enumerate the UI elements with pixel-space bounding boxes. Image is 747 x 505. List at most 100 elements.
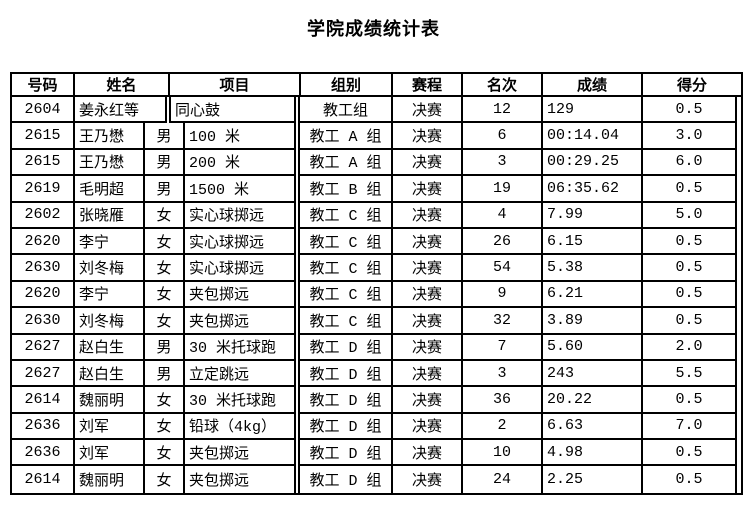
cell-gender: 女: [145, 413, 185, 441]
header-score: 得分: [643, 74, 741, 97]
cell-stage: 决赛: [393, 413, 463, 441]
cell-rank: 3: [463, 149, 543, 177]
cell-name: 刘军: [75, 413, 145, 441]
cell-score: 2.0: [643, 334, 737, 361]
cell-stage: 决赛: [393, 334, 463, 361]
column-gap: [737, 97, 741, 123]
cell-event: 100 米: [185, 123, 296, 150]
cell-group: 教工 D 组: [300, 466, 393, 493]
cell-rank: 3: [463, 360, 543, 388]
cell-group: 教工 C 组: [300, 255, 393, 282]
cell-stage: 决赛: [393, 176, 463, 203]
cell-score: 0.5: [643, 387, 737, 414]
cell-result: 6.21: [543, 281, 643, 309]
table-row: 2627 赵白生 男 立定跳远 教工 D 组 决赛 3 243 5.5: [12, 360, 741, 388]
table-row: 2630 刘冬梅 女 实心球掷远 教工 C 组 决赛 54 5.38 0.5: [12, 255, 741, 282]
cell-score: 0.5: [643, 281, 737, 309]
column-gap: [296, 308, 300, 335]
cell-name: 赵白生: [75, 360, 145, 388]
cell-group: 教工 D 组: [300, 413, 393, 441]
cell-score: 0.5: [643, 440, 737, 467]
cell-gender: 女: [145, 466, 185, 493]
header-name: 姓名: [75, 74, 170, 97]
table-row: 2615 王乃懋 男 200 米 教工 A 组 决赛 3 00:29.25 6.…: [12, 149, 741, 177]
table-row: 2614 魏丽明 女 30 米托球跑 教工 D 组 决赛 36 20.22 0.…: [12, 387, 741, 414]
cell-result: 6.15: [543, 228, 643, 256]
cell-score: 5.0: [643, 202, 737, 229]
cell-gender: 女: [145, 387, 185, 414]
cell-stage: 决赛: [393, 360, 463, 388]
table-row: 2614 魏丽明 女 夹包掷远 教工 D 组 决赛 24 2.25 0.5: [12, 466, 741, 493]
cell-gender: 女: [145, 255, 185, 282]
cell-id: 2614: [12, 387, 75, 414]
cell-name: 李宁: [75, 281, 145, 309]
column-gap: [296, 360, 300, 388]
cell-stage: 决赛: [393, 387, 463, 414]
cell-result: 3.89: [543, 308, 643, 335]
cell-event: 实心球掷远: [185, 202, 296, 229]
cell-stage: 决赛: [393, 123, 463, 150]
cell-stage: 决赛: [393, 281, 463, 309]
cell-rank: 9: [463, 281, 543, 309]
cell-result: 5.38: [543, 255, 643, 282]
cell-result: 00:29.25: [543, 149, 643, 177]
cell-id: 2602: [12, 202, 75, 229]
column-gap: [737, 466, 741, 492]
cell-name: 姜永红等: [75, 97, 167, 124]
cell-group: 教工 C 组: [300, 228, 393, 256]
cell-id: 2604: [12, 97, 75, 124]
cell-name: 毛明超: [75, 176, 145, 203]
cell-event: 实心球掷远: [185, 255, 296, 282]
cell-gender: 男: [145, 334, 185, 361]
cell-event: 夹包掷远: [185, 440, 296, 467]
cell-name: 赵白生: [75, 334, 145, 361]
column-gap: [737, 387, 741, 413]
column-gap: [296, 255, 300, 282]
cell-group: 教工组: [300, 97, 393, 124]
cell-stage: 决赛: [393, 228, 463, 256]
cell-id: 2636: [12, 413, 75, 441]
cell-rank: 4: [463, 202, 543, 229]
cell-score: 7.0: [643, 413, 737, 441]
cell-stage: 决赛: [393, 149, 463, 177]
cell-id: 2619: [12, 176, 75, 203]
cell-result: 06:35.62: [543, 176, 643, 203]
cell-id: 2630: [12, 308, 75, 335]
cell-rank: 10: [463, 440, 543, 467]
cell-result: 5.60: [543, 334, 643, 361]
cell-gender: 女: [145, 228, 185, 256]
cell-name: 魏丽明: [75, 387, 145, 414]
cell-stage: 决赛: [393, 97, 463, 124]
cell-event: 铅球（4kg）: [185, 413, 296, 441]
column-gap: [737, 229, 741, 255]
column-gap: [296, 413, 300, 441]
cell-stage: 决赛: [393, 440, 463, 467]
cell-gender: 女: [145, 440, 185, 467]
cell-result: 20.22: [543, 387, 643, 414]
cell-rank: 54: [463, 255, 543, 282]
page-title: 学院成绩统计表: [307, 19, 440, 39]
cell-rank: 2: [463, 413, 543, 441]
cell-group: 教工 B 组: [300, 176, 393, 203]
column-gap: [167, 97, 171, 124]
column-gap: [296, 387, 300, 414]
cell-id: 2627: [12, 334, 75, 361]
cell-stage: 决赛: [393, 466, 463, 493]
cell-event: 立定跳远: [185, 360, 296, 388]
cell-group: 教工 D 组: [300, 360, 393, 388]
cell-result: 4.98: [543, 440, 643, 467]
cell-gender: 男: [145, 176, 185, 203]
cell-gender: 男: [145, 360, 185, 388]
column-gap: [296, 97, 300, 124]
cell-score: 0.5: [643, 308, 737, 335]
cell-event: 夹包掷远: [185, 466, 296, 493]
cell-score: 0.5: [643, 255, 737, 282]
table-row: 2627 赵白生 男 30 米托球跑 教工 D 组 决赛 7 5.60 2.0: [12, 334, 741, 361]
cell-rank: 36: [463, 387, 543, 414]
cell-gender: 女: [145, 281, 185, 309]
cell-rank: 6: [463, 123, 543, 150]
column-gap: [296, 334, 300, 361]
cell-stage: 决赛: [393, 255, 463, 282]
cell-id: 2620: [12, 228, 75, 256]
cell-id: 2614: [12, 466, 75, 493]
